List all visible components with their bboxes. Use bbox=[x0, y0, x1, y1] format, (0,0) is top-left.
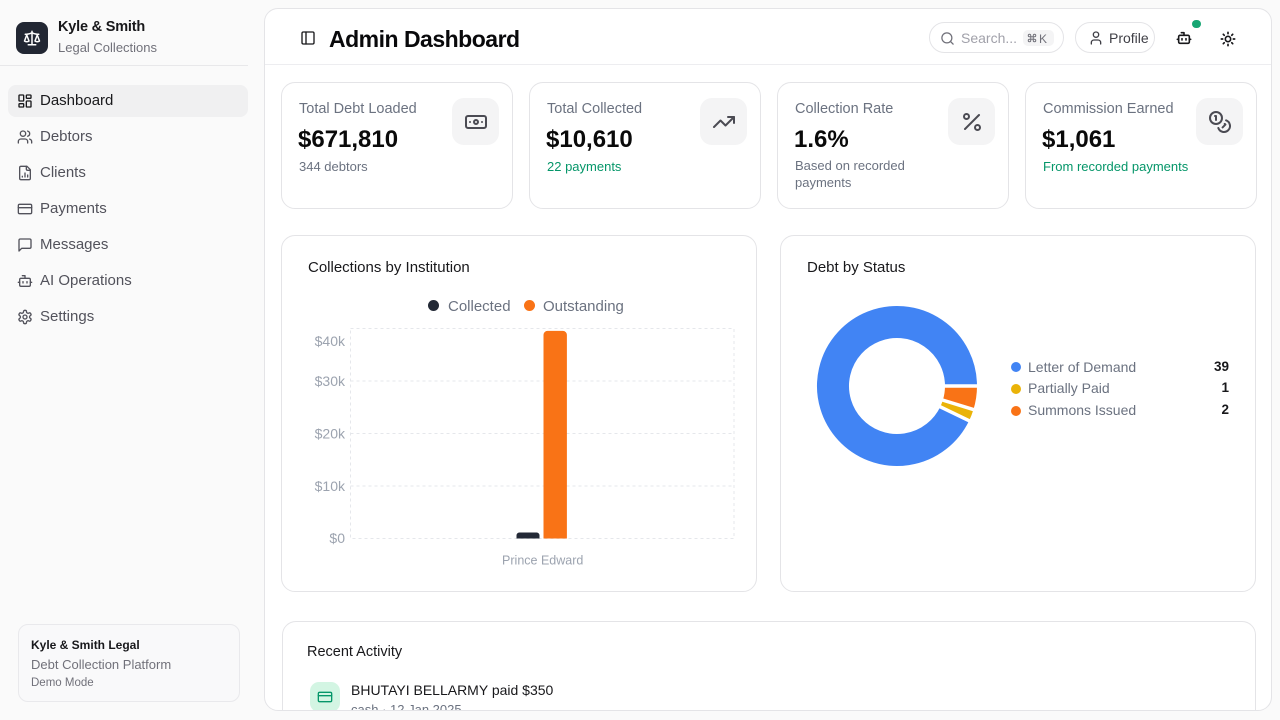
svg-text:$10k: $10k bbox=[315, 478, 346, 494]
svg-text:$0: $0 bbox=[329, 530, 345, 546]
svg-text:$40k: $40k bbox=[315, 333, 346, 349]
svg-text:Prince Edward: Prince Edward bbox=[502, 553, 583, 567]
svg-text:$30k: $30k bbox=[315, 373, 346, 389]
svg-text:$20k: $20k bbox=[315, 426, 346, 442]
